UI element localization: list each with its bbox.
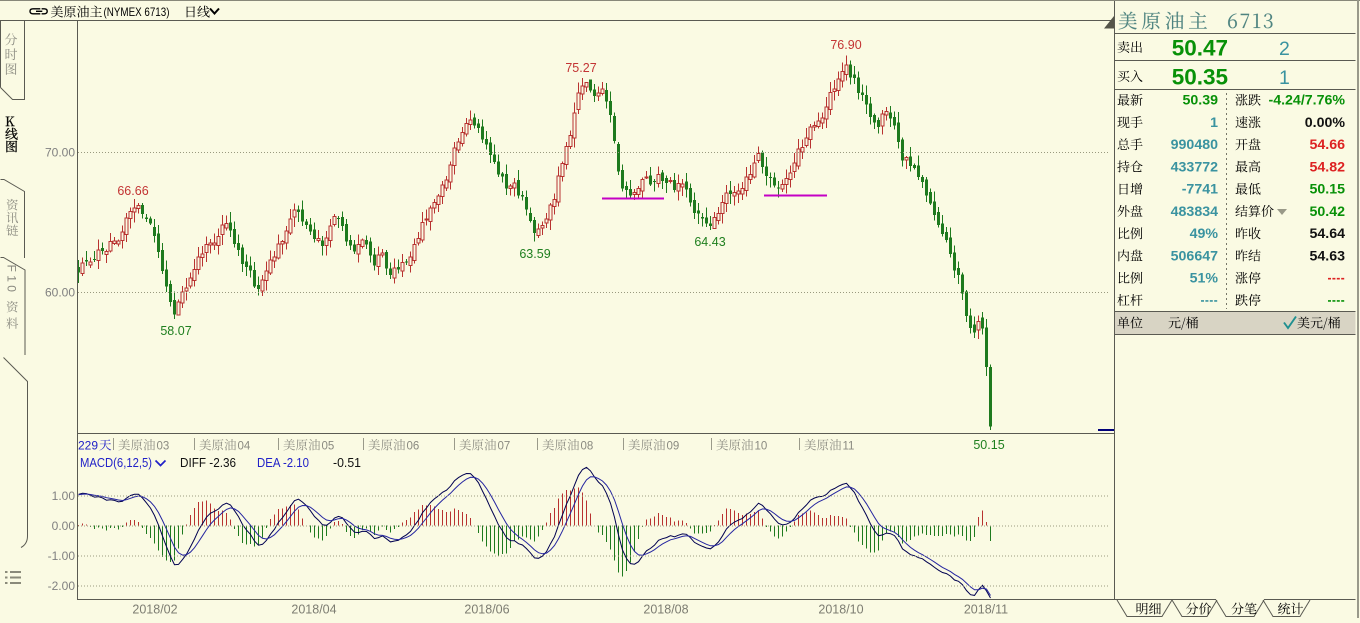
svg-text:-1.00: -1.00 [48,549,76,563]
svg-text:F10: F10 [5,265,19,296]
svg-text:54.66: 54.66 [1309,137,1345,153]
svg-text:70.00: 70.00 [45,146,75,160]
svg-text:58.07: 58.07 [160,324,191,338]
svg-text:07: 07 [498,441,511,453]
svg-text:50.42: 50.42 [1309,204,1345,220]
svg-text:50.47: 50.47 [1172,36,1228,61]
svg-text:49%: 49% [1190,226,1219,242]
svg-text:-7741: -7741 [1182,182,1218,198]
svg-text:-4.24/7.76%: -4.24/7.76% [1268,93,1345,109]
svg-text:50.39: 50.39 [1182,93,1218,109]
svg-text:63.59: 63.59 [519,247,550,261]
svg-text:2018/02: 2018/02 [132,603,177,617]
svg-text:06: 06 [407,441,420,453]
svg-text:990480: 990480 [1171,137,1218,153]
svg-text:DEA -2.10: DEA -2.10 [257,455,309,470]
svg-text:08: 08 [581,441,594,453]
svg-text:2018/04: 2018/04 [291,603,336,617]
svg-text:0.00%: 0.00% [1305,115,1346,131]
svg-text:433772: 433772 [1171,159,1218,175]
svg-text:75.27: 75.27 [565,61,596,75]
svg-text:54.64: 54.64 [1309,226,1345,242]
svg-text:54.63: 54.63 [1309,248,1345,264]
svg-text:MACD(6,12,5): MACD(6,12,5) [80,455,152,470]
svg-text:DIFF -2.36: DIFF -2.36 [180,455,236,470]
svg-text:11: 11 [843,441,855,453]
svg-text:54.82: 54.82 [1309,159,1345,175]
svg-text:-0.51: -0.51 [333,455,361,470]
svg-text:50.35: 50.35 [1172,65,1228,90]
svg-text:64.43: 64.43 [694,235,725,249]
svg-text:76.90: 76.90 [830,38,861,52]
svg-text:229: 229 [78,439,98,453]
svg-text:04: 04 [238,441,251,453]
svg-text:2: 2 [1279,38,1290,60]
svg-text:66.66: 66.66 [117,184,148,198]
svg-text:1: 1 [1279,67,1290,89]
svg-text:05: 05 [322,441,335,453]
svg-text:09: 09 [667,441,680,453]
svg-text:1: 1 [1210,115,1218,131]
svg-text:(NYMEX 6713): (NYMEX 6713) [104,5,170,19]
svg-text:483834: 483834 [1171,204,1218,220]
svg-text:51%: 51% [1190,271,1219,287]
svg-text:506647: 506647 [1171,248,1218,264]
svg-text:50.15: 50.15 [973,438,1004,452]
svg-text:10: 10 [755,441,768,453]
svg-text:-2.00: -2.00 [48,579,76,593]
svg-text:03: 03 [157,441,170,453]
svg-text:60.00: 60.00 [45,286,75,300]
svg-text:2018/11: 2018/11 [964,603,1008,617]
svg-text:50.15: 50.15 [1309,182,1345,198]
svg-text:2018/10: 2018/10 [818,603,863,617]
svg-text:0.00: 0.00 [52,519,76,533]
svg-text:2018/06: 2018/06 [464,603,509,617]
svg-text:2018/08: 2018/08 [643,603,688,617]
svg-text:1.00: 1.00 [52,489,76,503]
